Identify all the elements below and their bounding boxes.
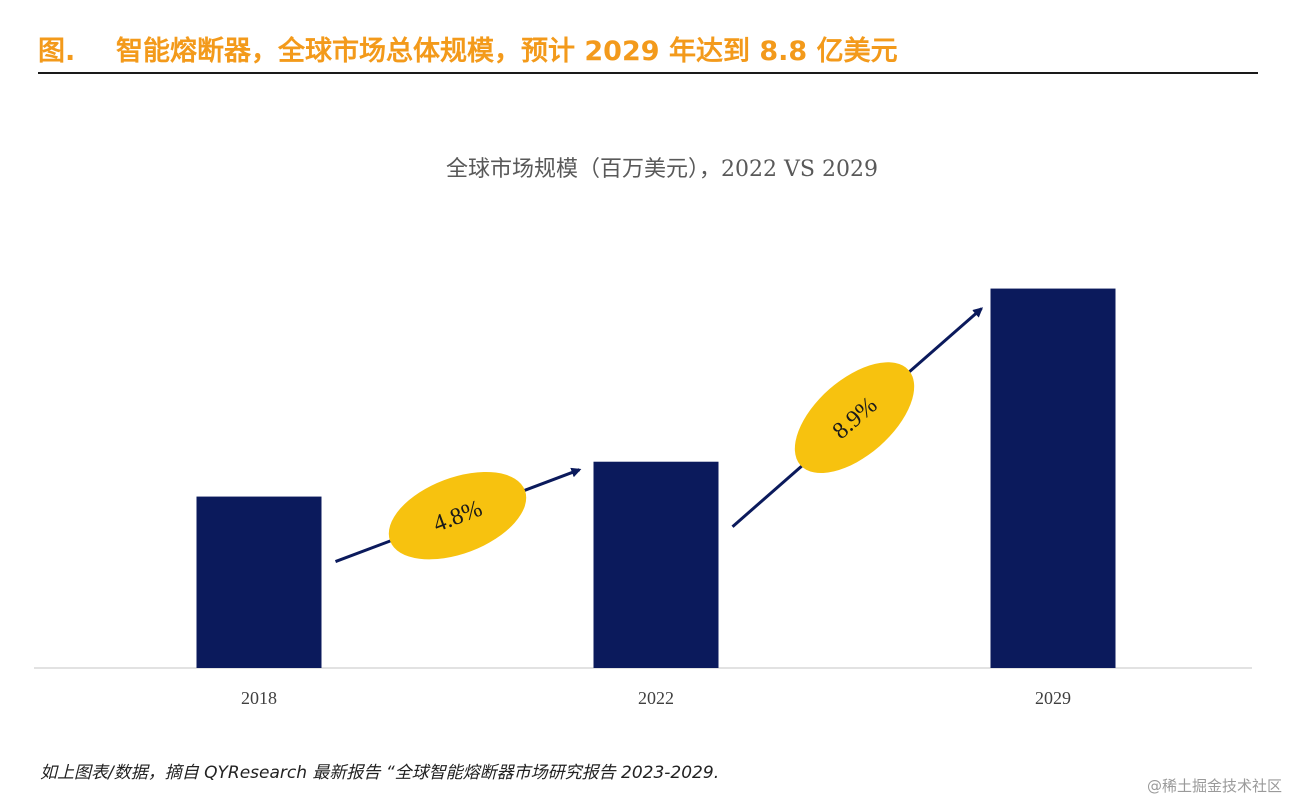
cagr-badge-shape	[388, 471, 527, 560]
x-tick-label: 2029	[1035, 688, 1071, 708]
header-divider	[38, 72, 1258, 74]
cagr-badge-shape	[794, 362, 915, 474]
figure-header: 图. 智能熔断器，全球市场总体规模，预计 2029 年达到 8.8 亿美元	[38, 28, 1258, 68]
chart-title: 全球市场规模（百万美元），2022 VS 2029	[446, 157, 878, 182]
figure-label: 图.	[38, 35, 76, 67]
x-tick-label: 2022	[638, 688, 674, 708]
bar-2022	[593, 461, 719, 668]
cagr-badge: 8.9%	[794, 362, 915, 474]
x-tick-label: 2018	[241, 688, 277, 708]
cagr-badge: 4.8%	[388, 471, 527, 560]
source-footnote: 如上图表/数据，摘自 QYResearch 最新报告 “全球智能熔断器市场研究报…	[40, 763, 720, 783]
watermark: @稀土掘金技术社区	[1146, 777, 1282, 795]
figure-title: 智能熔断器，全球市场总体规模，预计 2029 年达到 8.8 亿美元	[116, 35, 898, 67]
bar-2018	[196, 496, 322, 668]
bar-2029	[990, 288, 1116, 668]
